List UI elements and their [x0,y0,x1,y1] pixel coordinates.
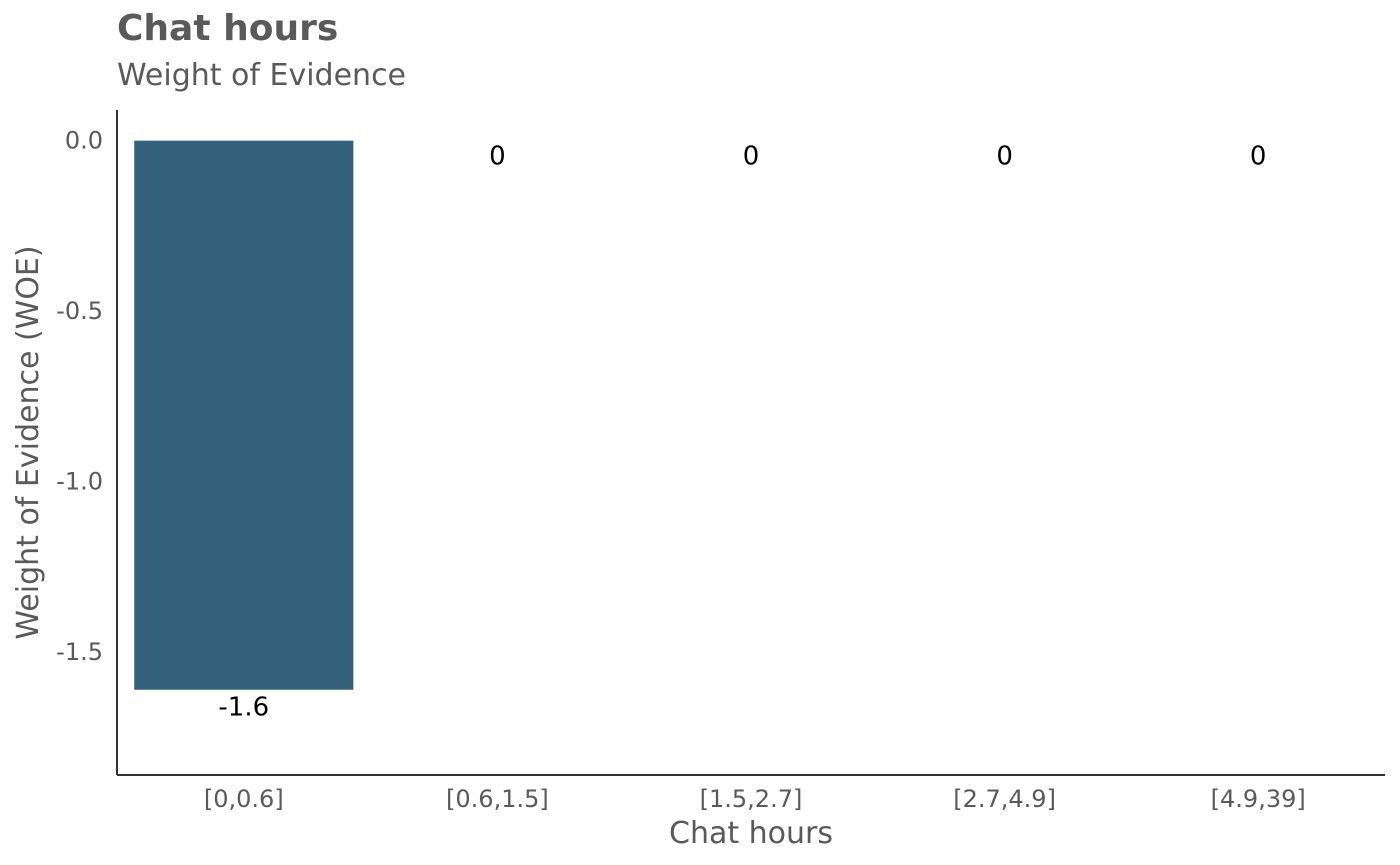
x-tick-label-3: [2.7,4.9] [953,785,1056,813]
x-tick-label-2: [1.5,2.7] [700,785,803,813]
y-tick-label-2: -1.0 [56,468,103,496]
chart-title: Chat hours [117,8,339,49]
y-tick-label-3: -1.5 [56,638,103,666]
value-label-0: -1.6 [218,693,269,723]
y-tick-label-0: 0.0 [65,127,103,155]
value-label-3: 0 [996,142,1013,172]
x-tick-label-0: [0,0.6] [204,785,284,813]
y-axis-label: Weight of Evidence (WOE) [11,245,46,639]
x-tick-label-4: [4.9,39] [1211,785,1306,813]
x-axis-label: Chat hours [669,816,833,851]
value-label-2: 0 [743,142,760,172]
y-axis-ticks: 0.0 -0.5 -1.0 -1.5 [56,127,103,667]
value-label-4: 0 [1250,142,1267,172]
y-tick-label-1: -0.5 [56,297,103,325]
x-axis-ticks: [0,0.6] [0.6,1.5] [1.5,2.7] [2.7,4.9] [4.9,3… [204,785,1306,813]
bars-group [134,140,354,690]
chart-subtitle: Weight of Evidence [117,58,407,93]
value-labels-group: -1.6 0 0 0 0 [218,142,1266,723]
bar-0 [134,140,354,690]
value-label-1: 0 [489,142,506,172]
x-tick-label-1: [0.6,1.5] [446,785,549,813]
